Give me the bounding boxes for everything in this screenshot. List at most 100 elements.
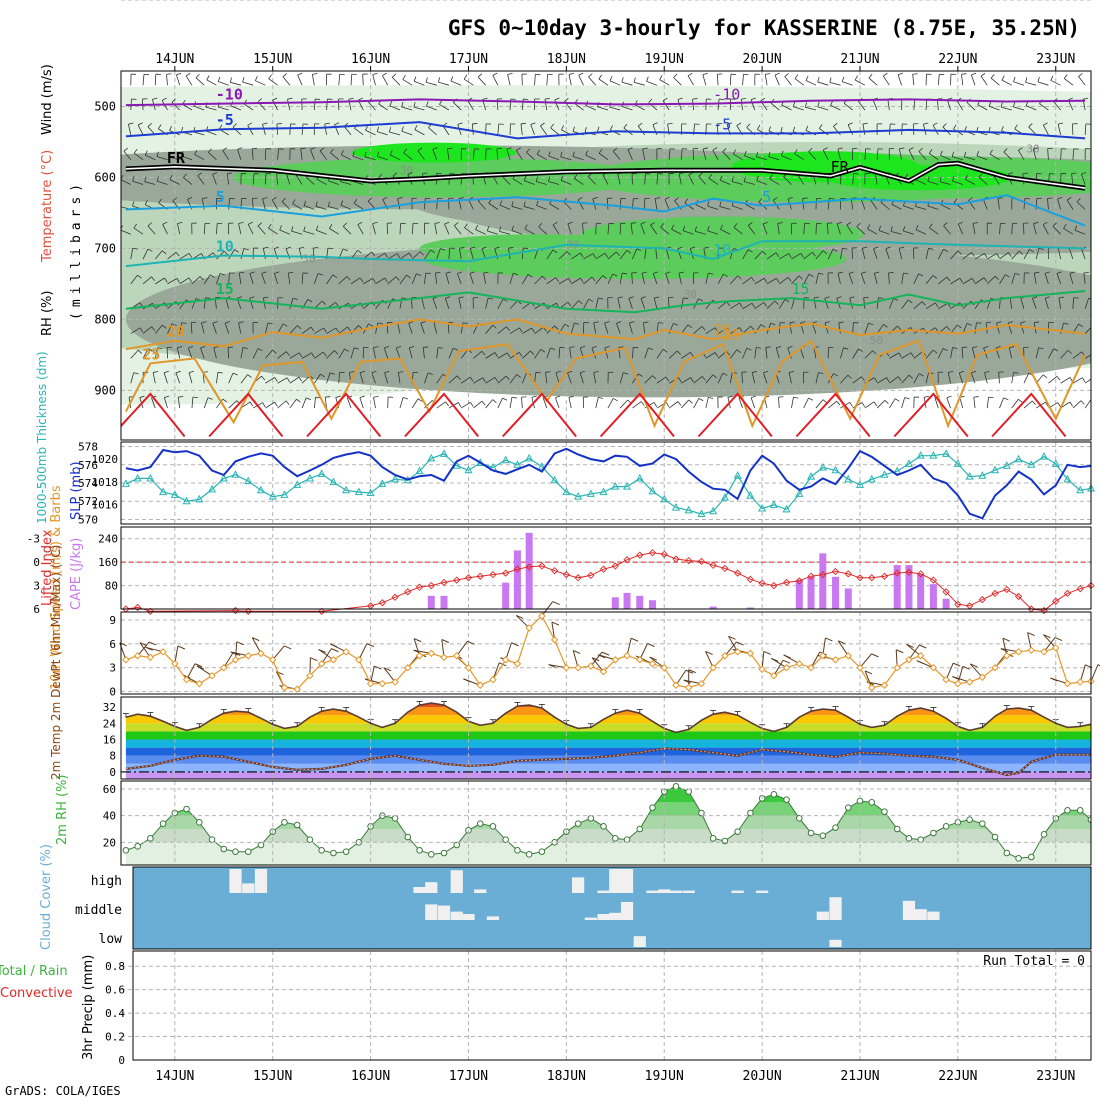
rh-contour-label: 30 [684,288,697,301]
rh2m-point [184,806,190,812]
date-label-top: 19JUN [645,52,684,67]
rh2m-point [331,850,337,856]
wind-barb-feather [974,397,979,398]
cloud-bar-high [646,891,658,893]
rh-contour-label: 30 [302,253,315,266]
cape-bar [624,593,631,609]
cloud-bar-low [634,936,646,947]
cloud-bar-middle [609,913,621,920]
cloud-level-label: low [99,932,123,947]
isotherm-label: 25 [142,345,160,363]
rh2m-point [624,837,630,843]
cloud-bar-middle [915,909,927,920]
rh-contour-label: 30 [1026,143,1039,156]
isotherm-label: FR [167,149,186,167]
rh2m-point [699,810,705,816]
rh2m-point [784,797,790,803]
ua-ytick-label: 900 [94,383,116,397]
cloud-bar-middle [585,918,597,920]
cloud-bar-middle [451,912,463,920]
ua-ytick-label: 800 [94,312,116,326]
wind-barb-shaft [1023,223,1024,234]
date-label-top: 18JUN [547,52,586,67]
rh2m-point [894,826,900,832]
wind-barb-feather [313,248,318,249]
slp-ylabel-thickness: 1000-500mb Thickness (dm) [35,351,49,524]
rh2m-point [282,820,288,826]
temp2m-tick: 16 [103,734,116,747]
rh2m-point [477,821,483,827]
cloud-bar-middle [903,901,915,920]
lifted-tick: -3 [27,533,40,546]
temp2m-tick: 32 [103,701,116,714]
wind10-tick: 0 [109,686,116,699]
cape-bar [845,589,852,610]
date-label-top: 17JUN [449,52,488,67]
cloud-bar-middle [817,912,829,920]
cloud-bar-low [829,940,841,947]
cloud-bar-middle [597,914,609,920]
temp2m-ylabel: 2m Temp 2m DewPt (6hr Min/Max) (°C) [49,545,63,780]
rh2m-tick: 60 [103,783,116,796]
thickness-tick: 578 [78,441,98,454]
rh2m-point [490,824,496,830]
cape-bar [832,577,839,609]
cape-bar [428,596,435,609]
date-label-top: 23JUN [1036,52,1075,67]
rh2m-point [1077,808,1083,814]
rh2m-point [882,809,888,815]
temp-band [121,748,1091,756]
cape-bar [502,583,509,609]
li-ylabel-cape: CAPE (J/kg) [69,538,84,610]
cloud-bar-high [425,882,437,893]
pr-ylabel-total: Total / Rain [0,964,68,979]
date-label-top: 20JUN [743,52,782,67]
rh2m-point [1041,832,1047,838]
rh2m-point [575,821,581,827]
cloud-ylabel: Cloud Cover (%) [39,844,54,950]
rh2m-point [209,837,215,843]
date-label-bottom: 20JUN [743,1069,782,1084]
cloud-bar-high [474,889,486,893]
isotherm-label: 15 [216,280,234,298]
rh2m-point [686,789,692,795]
ua-ylabel-temp: Temperature (°C) [40,150,55,263]
cape-tick: 160 [98,556,118,569]
date-label-top: 21JUN [840,52,879,67]
cape-bar [514,550,521,609]
wind-barb-feather [435,272,440,273]
isotherm-label: 5 [216,188,225,206]
rh2m-point [601,824,607,830]
rh2m-point [1016,856,1022,862]
cloud-bar-middle [425,904,437,920]
precip-tick: 0 [118,1054,125,1067]
rh2m-point [454,842,460,848]
rh2m-point [771,792,777,798]
ua-ylabel-wind: Wind (m/s) [40,64,55,135]
date-label-bottom: 18JUN [547,1069,586,1084]
cloud-bar-high [229,869,241,893]
rh2m-point [233,849,239,855]
rh2m-point [1065,808,1071,814]
ua-ytick-label: 700 [94,241,116,255]
wind10-tick: 9 [109,614,116,627]
rh2m-point [1028,854,1034,860]
rh2m-point [980,821,986,827]
rh2m-point [869,800,875,806]
pr-ylabel-conv: Convective [0,986,73,1001]
cape-tick: 240 [98,533,118,546]
rh2m-point [392,816,398,822]
lifted-tick: 0 [33,556,40,569]
ua-ytick-label: 600 [94,170,116,184]
rh2m-point [160,821,166,827]
rh2m-point [845,805,851,811]
rh2m-point [967,817,973,823]
cloud-bar-middle [462,914,474,920]
date-label-bottom: 16JUN [351,1069,390,1084]
cloud-level-label: high [91,874,122,889]
cloud-bar-high [732,891,744,893]
isotherm-label: 10 [216,238,234,256]
footer-credit: GrADS: COLA/IGES [5,1084,121,1098]
